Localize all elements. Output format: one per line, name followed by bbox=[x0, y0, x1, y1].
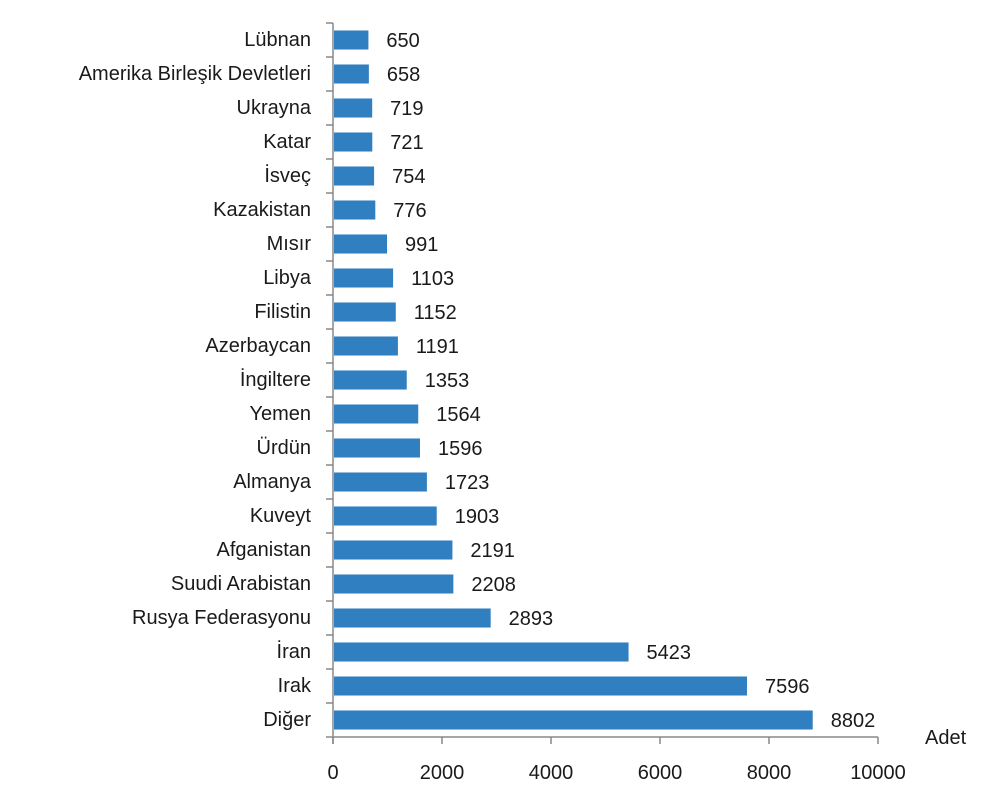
category-label: Almanya bbox=[233, 471, 312, 493]
category-label: İngiltere bbox=[240, 368, 311, 391]
x-tick-label: 0 bbox=[327, 762, 338, 784]
category-label: Ürdün bbox=[257, 437, 311, 459]
bar bbox=[334, 404, 419, 424]
value-label: 2893 bbox=[509, 608, 553, 630]
category-label: Suudi Arabistan bbox=[171, 573, 311, 595]
bar bbox=[334, 166, 375, 186]
value-label: 1596 bbox=[438, 438, 483, 460]
bar bbox=[334, 370, 407, 390]
value-label: 8802 bbox=[831, 710, 876, 732]
value-label: 1564 bbox=[436, 404, 481, 426]
x-tick-label: 10000 bbox=[850, 762, 906, 784]
value-label: 1191 bbox=[416, 336, 459, 358]
value-label: 5423 bbox=[647, 642, 692, 664]
x-axis-unit-label: Adet bbox=[925, 727, 967, 749]
x-tick-label: 8000 bbox=[747, 762, 792, 784]
value-label: 2191 bbox=[470, 540, 515, 562]
bar bbox=[334, 200, 376, 220]
category-label: İran bbox=[277, 640, 311, 663]
category-label: Azerbaycan bbox=[205, 335, 311, 357]
bars-group bbox=[334, 30, 813, 730]
x-tick-label: 2000 bbox=[420, 762, 465, 784]
category-label: Katar bbox=[263, 131, 311, 153]
category-label: Kuveyt bbox=[250, 505, 312, 527]
bar bbox=[334, 642, 629, 662]
category-label: Afganistan bbox=[216, 539, 311, 561]
value-label: 754 bbox=[392, 166, 425, 188]
bar bbox=[334, 64, 369, 84]
bar bbox=[334, 710, 813, 730]
category-label: Lübnan bbox=[244, 29, 311, 51]
category-label: Irak bbox=[278, 675, 312, 697]
value-label: 7596 bbox=[765, 676, 810, 698]
category-label: Diğer bbox=[263, 709, 311, 731]
category-label: Kazakistan bbox=[213, 199, 311, 221]
bar bbox=[334, 30, 369, 50]
bar bbox=[334, 608, 491, 628]
value-label: 650 bbox=[386, 30, 419, 52]
bar bbox=[334, 676, 747, 696]
bar bbox=[334, 506, 437, 526]
category-label: Mısır bbox=[267, 233, 312, 255]
category-label: Rusya Federasyonu bbox=[132, 607, 311, 629]
value-label: 991 bbox=[405, 234, 438, 256]
bar bbox=[334, 540, 453, 560]
value-label: 2208 bbox=[471, 574, 516, 596]
x-tick-label: 6000 bbox=[638, 762, 683, 784]
bar bbox=[334, 98, 373, 118]
bar bbox=[334, 472, 427, 492]
category-label: Yemen bbox=[249, 403, 311, 425]
bar bbox=[334, 268, 394, 288]
value-labels-group: 650 658 719 721 754 776 991 1103 1152 1191 1353 156… bbox=[386, 30, 875, 732]
x-ticks-group: 0 2000 4000 6000 8000 10000 bbox=[327, 737, 906, 784]
bar bbox=[334, 234, 388, 254]
category-label: İsveç bbox=[264, 164, 311, 187]
value-label: 1903 bbox=[455, 506, 500, 528]
category-label: Libya bbox=[263, 267, 312, 289]
value-label: 719 bbox=[390, 98, 423, 120]
bar bbox=[334, 132, 373, 152]
category-label: Filistin bbox=[254, 301, 311, 323]
y-ticks-group bbox=[326, 22, 333, 704]
bar bbox=[334, 574, 454, 594]
bar bbox=[334, 336, 398, 356]
bar bbox=[334, 302, 396, 322]
value-label: 721 bbox=[390, 132, 423, 154]
value-label: 1152 bbox=[414, 302, 457, 324]
value-label: 658 bbox=[387, 64, 420, 86]
value-label: 776 bbox=[393, 200, 426, 222]
value-label: 1723 bbox=[445, 472, 490, 494]
value-label: 1353 bbox=[425, 370, 470, 392]
category-labels-group: Lübnan Amerika Birleşik Devletleri Ukrayna… bbox=[79, 29, 312, 731]
value-label: 1103 bbox=[411, 268, 454, 290]
category-label: Amerika Birleşik Devletleri bbox=[79, 63, 311, 85]
bar bbox=[334, 438, 420, 458]
category-label: Ukrayna bbox=[237, 97, 312, 119]
x-tick-label: 4000 bbox=[529, 762, 574, 784]
